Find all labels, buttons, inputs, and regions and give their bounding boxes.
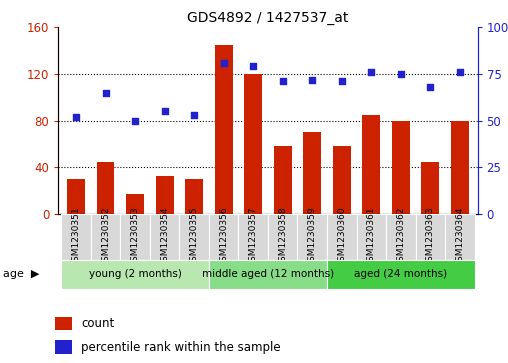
- Bar: [61, 260, 209, 289]
- Point: [397, 71, 405, 77]
- Bar: [67, 179, 85, 214]
- Bar: [268, 214, 298, 260]
- Bar: [238, 214, 268, 260]
- Bar: [209, 260, 327, 289]
- Bar: [422, 162, 439, 214]
- Text: GSM1230352: GSM1230352: [101, 207, 110, 267]
- Text: GSM1230356: GSM1230356: [219, 207, 228, 267]
- Point: [190, 112, 198, 118]
- Point: [279, 78, 287, 84]
- Bar: [274, 146, 292, 214]
- Text: aged (24 months): aged (24 months): [354, 269, 448, 279]
- Text: GSM1230364: GSM1230364: [455, 207, 464, 267]
- Text: GSM1230355: GSM1230355: [189, 207, 199, 267]
- Point: [426, 84, 434, 90]
- Point: [338, 78, 346, 84]
- Point: [308, 77, 316, 82]
- Bar: [215, 45, 233, 214]
- Bar: [445, 214, 474, 260]
- Bar: [392, 121, 409, 214]
- Text: GSM1230351: GSM1230351: [72, 207, 81, 267]
- Text: count: count: [81, 317, 114, 330]
- Bar: [55, 340, 72, 354]
- Text: GSM1230363: GSM1230363: [426, 207, 435, 267]
- Text: age  ▶: age ▶: [3, 269, 39, 279]
- Point: [367, 69, 375, 75]
- Text: middle aged (12 months): middle aged (12 months): [202, 269, 334, 279]
- Bar: [179, 214, 209, 260]
- Text: percentile rank within the sample: percentile rank within the sample: [81, 340, 280, 354]
- Bar: [333, 146, 351, 214]
- Bar: [61, 214, 91, 260]
- Bar: [386, 214, 416, 260]
- Point: [456, 69, 464, 75]
- Bar: [327, 214, 357, 260]
- Title: GDS4892 / 1427537_at: GDS4892 / 1427537_at: [187, 11, 348, 25]
- Text: GSM1230359: GSM1230359: [308, 207, 317, 267]
- Bar: [357, 214, 386, 260]
- Text: GSM1230361: GSM1230361: [367, 207, 376, 267]
- Text: GSM1230354: GSM1230354: [160, 207, 169, 267]
- Bar: [303, 132, 321, 214]
- Point: [102, 90, 110, 95]
- Point: [161, 109, 169, 114]
- Text: young (2 months): young (2 months): [89, 269, 181, 279]
- Bar: [55, 317, 72, 330]
- Bar: [451, 121, 469, 214]
- Bar: [209, 214, 238, 260]
- Bar: [362, 115, 380, 214]
- Text: GSM1230362: GSM1230362: [396, 207, 405, 267]
- Bar: [156, 176, 174, 214]
- Bar: [244, 74, 262, 214]
- Point: [249, 64, 257, 69]
- Bar: [120, 214, 150, 260]
- Bar: [185, 179, 203, 214]
- Bar: [298, 214, 327, 260]
- Text: GSM1230360: GSM1230360: [337, 207, 346, 267]
- Point: [131, 118, 139, 123]
- Bar: [416, 214, 445, 260]
- Text: GSM1230358: GSM1230358: [278, 207, 287, 267]
- Bar: [327, 260, 474, 289]
- Point: [219, 60, 228, 66]
- Text: GSM1230353: GSM1230353: [131, 207, 140, 267]
- Text: GSM1230357: GSM1230357: [249, 207, 258, 267]
- Bar: [97, 162, 114, 214]
- Bar: [126, 194, 144, 214]
- Point: [72, 114, 80, 120]
- Bar: [150, 214, 179, 260]
- Bar: [91, 214, 120, 260]
